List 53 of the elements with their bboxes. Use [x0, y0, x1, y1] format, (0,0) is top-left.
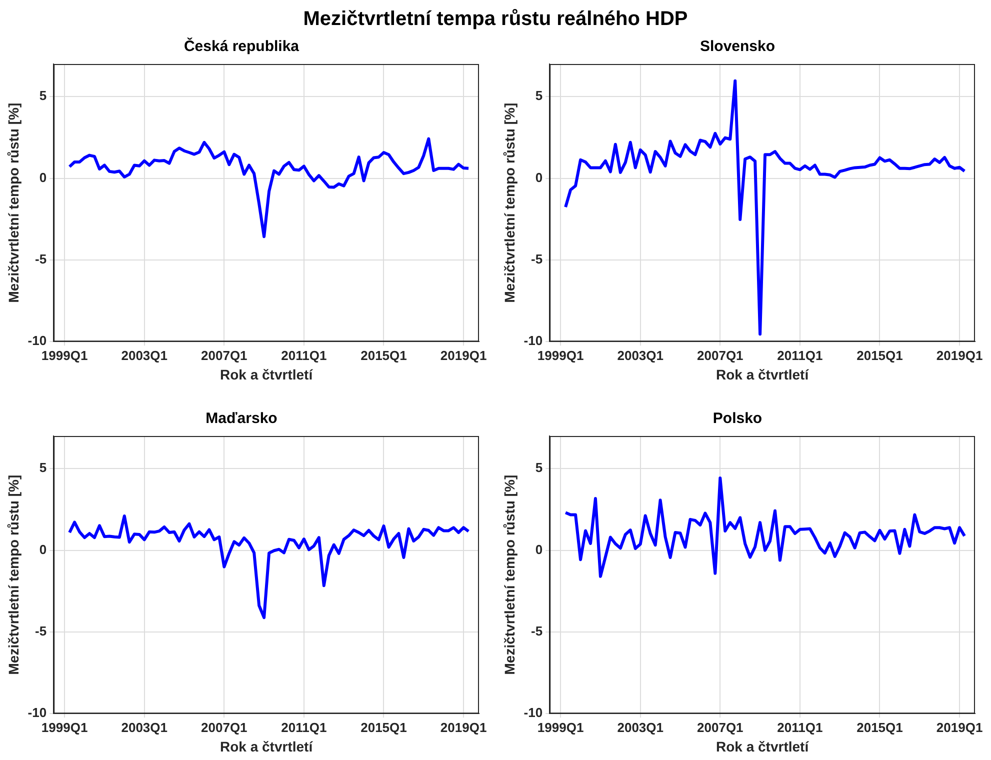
x-tick-label: 2003Q1 — [617, 348, 664, 363]
x-tick-label: 2003Q1 — [617, 720, 664, 735]
x-tick-label: 2011Q1 — [777, 720, 823, 735]
x-tick-label: 1999Q1 — [537, 720, 584, 735]
x-tick-label: 2007Q1 — [201, 348, 248, 363]
chart-title: Polsko — [712, 410, 762, 428]
y-tick-label: -5 — [531, 252, 543, 267]
x-tick-label: 1999Q1 — [537, 348, 584, 363]
y-tick-label: 5 — [535, 460, 543, 476]
y-tick-label: -10 — [524, 333, 543, 348]
x-axis-title: Rok a čtvrtletí — [220, 366, 314, 382]
x-tick-label: 2015Q1 — [360, 720, 407, 735]
x-axis-title: Rok a čtvrtletí — [220, 738, 314, 754]
x-axis-title: Rok a čtvrtletí — [716, 738, 810, 754]
y-axis-title: Mezičtvrtletní tempo růstu [%] — [501, 102, 518, 303]
y-tick-label: 0 — [39, 542, 47, 557]
x-tick-label: 2019Q1 — [936, 720, 983, 735]
chart-title: Maďarsko — [206, 410, 278, 428]
y-tick-label: 0 — [39, 170, 47, 185]
y-tick-label: 5 — [535, 88, 543, 104]
y-tick-label: -10 — [524, 705, 543, 720]
x-tick-label: 1999Q1 — [41, 720, 88, 735]
x-tick-label: 2015Q1 — [856, 720, 903, 735]
x-tick-label: 2003Q1 — [121, 720, 168, 735]
y-tick-label: -5 — [35, 624, 47, 639]
x-tick-label: 2007Q1 — [697, 348, 744, 363]
y-tick-label: -5 — [35, 252, 47, 267]
text: Mezičtvrtletní tempa růstu reálného HDP — [302, 8, 689, 31]
y-axis-title: Mezičtvrtletní tempo růstu [%] — [501, 474, 518, 675]
x-axis-title: Rok a čtvrtletí — [716, 366, 810, 382]
x-tick-label: 2015Q1 — [856, 348, 903, 363]
x-tick-label: 2019Q1 — [440, 720, 487, 735]
y-axis-title: Mezičtvrtletní tempo růstu [%] — [5, 474, 22, 675]
x-tick-label: 2003Q1 — [121, 348, 168, 363]
y-tick-label: 5 — [39, 460, 47, 476]
y-tick-label: -10 — [28, 705, 47, 720]
y-tick-label: 5 — [39, 88, 47, 104]
x-tick-label: 2011Q1 — [281, 720, 327, 735]
y-tick-label: 0 — [535, 170, 543, 185]
y-tick-label: 0 — [535, 542, 543, 557]
x-tick-label: 2011Q1 — [281, 348, 327, 363]
y-tick-label: -10 — [28, 333, 47, 348]
chart-title: Česká republika — [184, 37, 300, 56]
x-tick-label: 2007Q1 — [201, 720, 248, 735]
x-tick-label: 2007Q1 — [697, 720, 744, 735]
x-tick-label: 2019Q1 — [440, 348, 487, 363]
x-tick-label: 1999Q1 — [41, 348, 88, 363]
x-tick-label: 2015Q1 — [360, 348, 407, 363]
y-axis-title: Mezičtvrtletní tempo růstu [%] — [5, 102, 22, 303]
chart-title: Slovensko — [700, 38, 776, 56]
y-tick-label: -5 — [531, 624, 543, 639]
x-tick-label: 2019Q1 — [936, 348, 983, 363]
x-tick-label: 2011Q1 — [777, 348, 823, 363]
